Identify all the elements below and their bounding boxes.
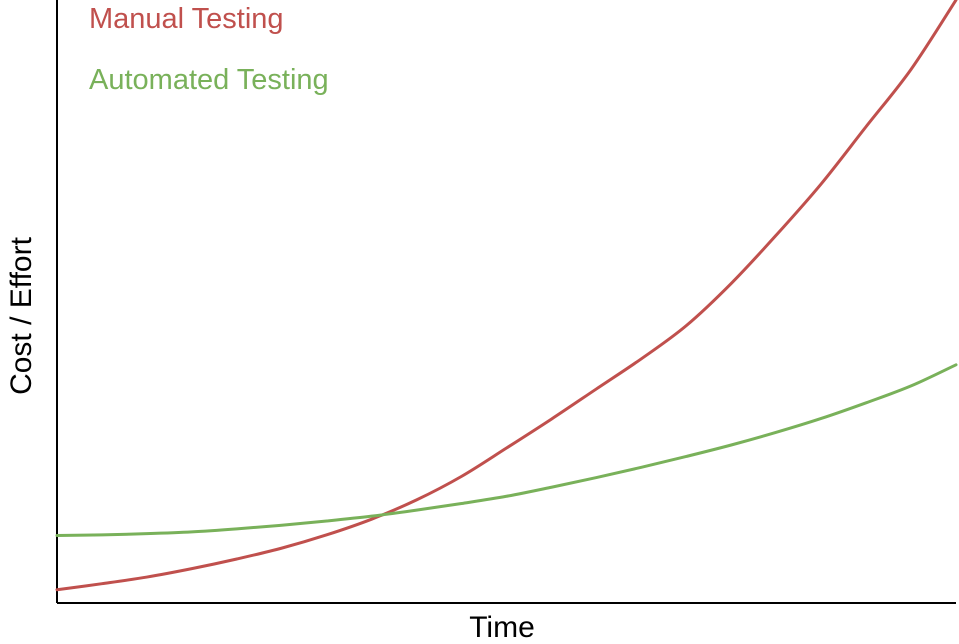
plot-area	[55, 0, 958, 604]
series-line-automated-testing	[55, 363, 958, 537]
y-axis-label: Cost / Effort	[5, 236, 38, 395]
legend-entry-automated-testing: Automated Testing	[89, 64, 329, 96]
legend: Manual Testing Automated Testing	[89, 3, 329, 96]
series-line-manual-testing	[55, 0, 958, 592]
legend-entry-manual-testing: Manual Testing	[89, 3, 284, 35]
series-layer	[55, 0, 958, 592]
x-axis-label: Time	[469, 611, 535, 644]
